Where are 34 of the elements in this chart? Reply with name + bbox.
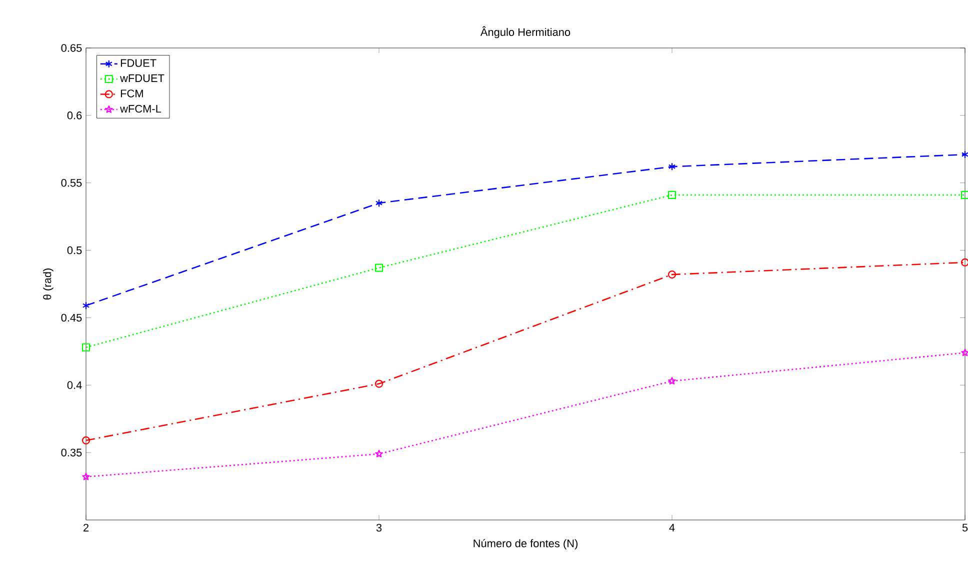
legend-label: FDUET [120, 59, 156, 67]
point [374, 380, 384, 388]
chart-title: Ângulo Hermitiano [480, 26, 570, 38]
point [960, 258, 968, 266]
point [668, 190, 676, 200]
legend-label: wFDUET [120, 74, 164, 82]
point [375, 450, 383, 458]
point [82, 472, 90, 480]
point [668, 162, 676, 171]
point [374, 264, 384, 272]
point [668, 377, 676, 384]
y-tick-label: 0.5 [67, 246, 82, 254]
y-tick-label: 0.55 [61, 178, 82, 187]
legend-label: FCM [120, 90, 143, 98]
x-tick-label: 5 [962, 524, 968, 532]
x-tick-label: 4 [669, 524, 675, 532]
y-tick-label: 0.65 [61, 44, 82, 52]
point [961, 348, 968, 356]
x-tick-label: 2 [84, 524, 89, 532]
point [82, 302, 90, 310]
y-tick-label: 0.6 [67, 112, 82, 120]
point [82, 343, 90, 352]
y-axis-title: θ (rad) [43, 268, 54, 300]
y-tick-label: 0.4 [67, 381, 82, 390]
legend-label: wFCM-L [120, 104, 162, 113]
y-tick-label: 0.45 [61, 314, 82, 322]
point [375, 199, 383, 208]
point [960, 190, 968, 200]
point [668, 270, 676, 279]
point [82, 436, 90, 444]
point [961, 150, 968, 159]
x-tick-label: 3 [376, 524, 382, 532]
y-tick-label: 0.35 [61, 448, 82, 456]
x-axis-title: Número de fontes (N) [474, 539, 578, 550]
